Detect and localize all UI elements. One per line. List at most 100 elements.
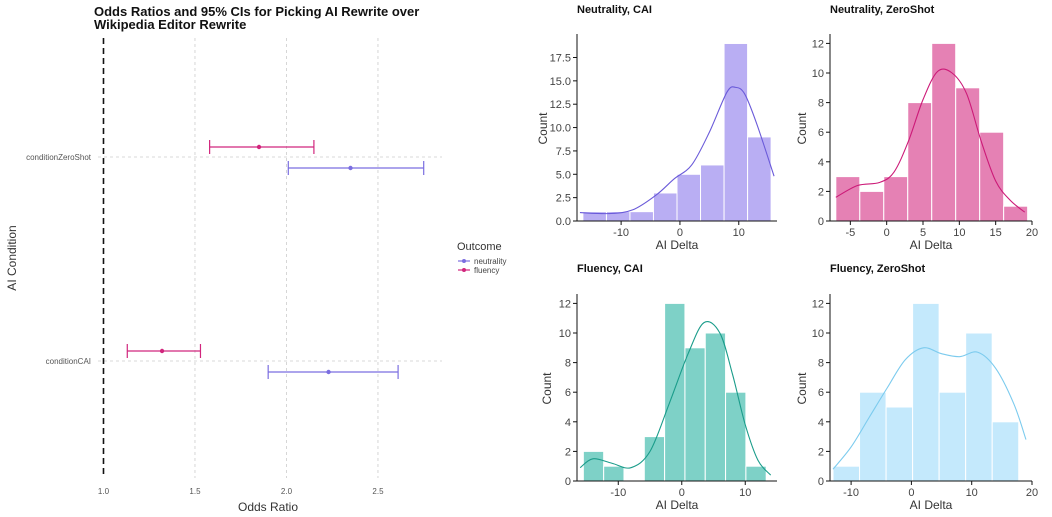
y-tick-label: 12: [559, 298, 571, 310]
histogram-bar: [883, 176, 909, 222]
legend-title: Outcome: [457, 241, 502, 253]
histogram-fluency-cai: Fluency, CAI 0 2 4 6 8 10 12 -10 0 10 AI Delta Count: [540, 263, 777, 512]
histogram-title: Fluency, ZeroShot: [830, 263, 925, 275]
y-tick-label: 12: [812, 298, 824, 310]
histogram-bar: [747, 136, 772, 222]
x-axis-label: AI Delta: [656, 498, 699, 512]
histogram-bar: [664, 302, 686, 482]
legend-label-fluency: fluency: [474, 266, 499, 275]
y-tick-label: 0: [818, 216, 824, 228]
x-tick-label: -10: [613, 227, 629, 239]
forest-x-axis-label: Odds Ratio: [238, 500, 298, 514]
x-tick-label: 10: [966, 487, 978, 499]
kde-curve: [579, 321, 772, 476]
forest-x-tick-label: 1.5: [189, 487, 201, 496]
y-tick-label: 0: [818, 476, 824, 488]
x-tick-label: -5: [845, 227, 855, 239]
y-tick-label: 8: [818, 358, 824, 370]
histogram-bar: [652, 192, 678, 222]
forest-plot: Odds Ratios and 95% CIs for Picking AI R…: [5, 4, 506, 514]
y-tick-label: 10.0: [550, 123, 571, 135]
y-tick-label: 4: [565, 417, 571, 429]
histogram-bar: [629, 211, 654, 222]
forest-title-line2: Wikipedia Editor Rewrite: [94, 17, 246, 32]
forest-y-ticks: conditionZeroShot conditionCAI: [26, 153, 92, 366]
histogram-bar: [684, 347, 706, 482]
x-axis-label: AI Delta: [656, 238, 699, 252]
histogram-bar: [907, 102, 933, 222]
histogram-bar: [938, 391, 967, 482]
legend-key-point-neutrality: [462, 259, 466, 263]
histogram-fluency-zeroshot: Fluency, ZeroShot 0 2 4 6 8 10 12 -10 0 10 20 AI Del…: [795, 263, 1038, 512]
histogram-bar: [931, 42, 957, 222]
x-tick-label: 10: [953, 227, 965, 239]
histogram-bar: [859, 391, 887, 482]
histogram-bar: [676, 173, 702, 222]
y-tick-label: 12.5: [550, 99, 571, 111]
x-tick-label: -10: [843, 487, 859, 499]
x-tick-label: 10: [739, 487, 751, 499]
y-tick-label: 6: [565, 387, 571, 399]
histogram-bar: [991, 421, 1020, 482]
histogram-title: Fluency, CAI: [577, 263, 643, 275]
x-tick-label: 0: [679, 487, 685, 499]
y-tick-label: 5.0: [556, 169, 571, 181]
estimate-point-neutrality: [348, 165, 353, 171]
y-tick-label: 4: [818, 157, 824, 169]
histogram-title: Neutrality, CAI: [577, 4, 652, 16]
histogram-neutrality-cai: Neutrality, CAI 0.0 2.5 5.0 7.5 10.0 12.5 15.0 1…: [536, 4, 777, 252]
y-tick-label: 2: [818, 446, 824, 458]
histogram-bar: [700, 164, 725, 222]
y-tick-label: 15.0: [550, 76, 571, 88]
x-tick-label: 10: [733, 227, 745, 239]
histogram-neutrality-zeroshot: Neutrality, ZeroShot 0 2 4 6 8 10 12 -5 0 5 10 15 20 A…: [795, 4, 1038, 252]
y-tick-label: 6: [818, 127, 824, 139]
y-axis-label: Count: [540, 372, 554, 405]
histogram-bar: [582, 450, 605, 482]
forest-x-tick-label: 1.0: [98, 487, 110, 496]
forest-y-axis-label: AI Condition: [5, 225, 19, 290]
y-tick-label: 17.5: [550, 52, 571, 64]
histogram-bar: [955, 87, 981, 222]
kde-curve: [832, 347, 1027, 470]
histogram-bar: [979, 131, 1005, 222]
y-tick-label: 2: [565, 446, 571, 458]
forest-title-line1: Odds Ratios and 95% CIs for Picking AI R…: [94, 4, 419, 19]
x-tick-label: 20: [1026, 487, 1038, 499]
x-tick-label: -10: [610, 487, 626, 499]
legend-label-neutrality: neutrality: [474, 257, 506, 266]
y-tick-label: 12: [812, 38, 824, 50]
x-tick-label: 15: [990, 227, 1002, 239]
x-tick-label: 0: [908, 487, 914, 499]
histogram-bar: [704, 332, 727, 482]
estimate-point-fluency: [159, 348, 165, 354]
x-axis-label: AI Delta: [910, 498, 953, 512]
forest-x-tick-label: 2.5: [372, 487, 384, 496]
x-tick-label: 0: [884, 227, 890, 239]
y-tick-label: 10: [559, 328, 571, 340]
x-axis-label: AI Delta: [910, 238, 953, 252]
forest-marks: [126, 140, 425, 379]
forest-gridlines: [98, 38, 442, 478]
forest-x-tick-label: 2.0: [281, 487, 293, 496]
y-tick-label: 2: [818, 186, 824, 198]
histogram-bar: [885, 406, 914, 482]
y-tick-label: 8: [818, 98, 824, 110]
estimate-point-fluency: [256, 144, 262, 150]
kde-curve: [835, 68, 1026, 213]
histogram-title: Neutrality, ZeroShot: [830, 4, 935, 16]
y-tick-label: 0: [565, 476, 571, 488]
histogram-bar: [725, 391, 747, 482]
y-axis-label: Count: [536, 112, 550, 145]
y-tick-label: 10: [812, 328, 824, 340]
y-tick-label: 0.0: [556, 216, 571, 228]
y-axis-label: Count: [795, 112, 809, 145]
histogram-bar: [859, 190, 885, 222]
estimate-point-neutrality: [326, 369, 331, 375]
histogram-bar: [835, 176, 861, 222]
y-axis-label: Count: [795, 372, 809, 405]
x-tick-label: 5: [920, 227, 926, 239]
